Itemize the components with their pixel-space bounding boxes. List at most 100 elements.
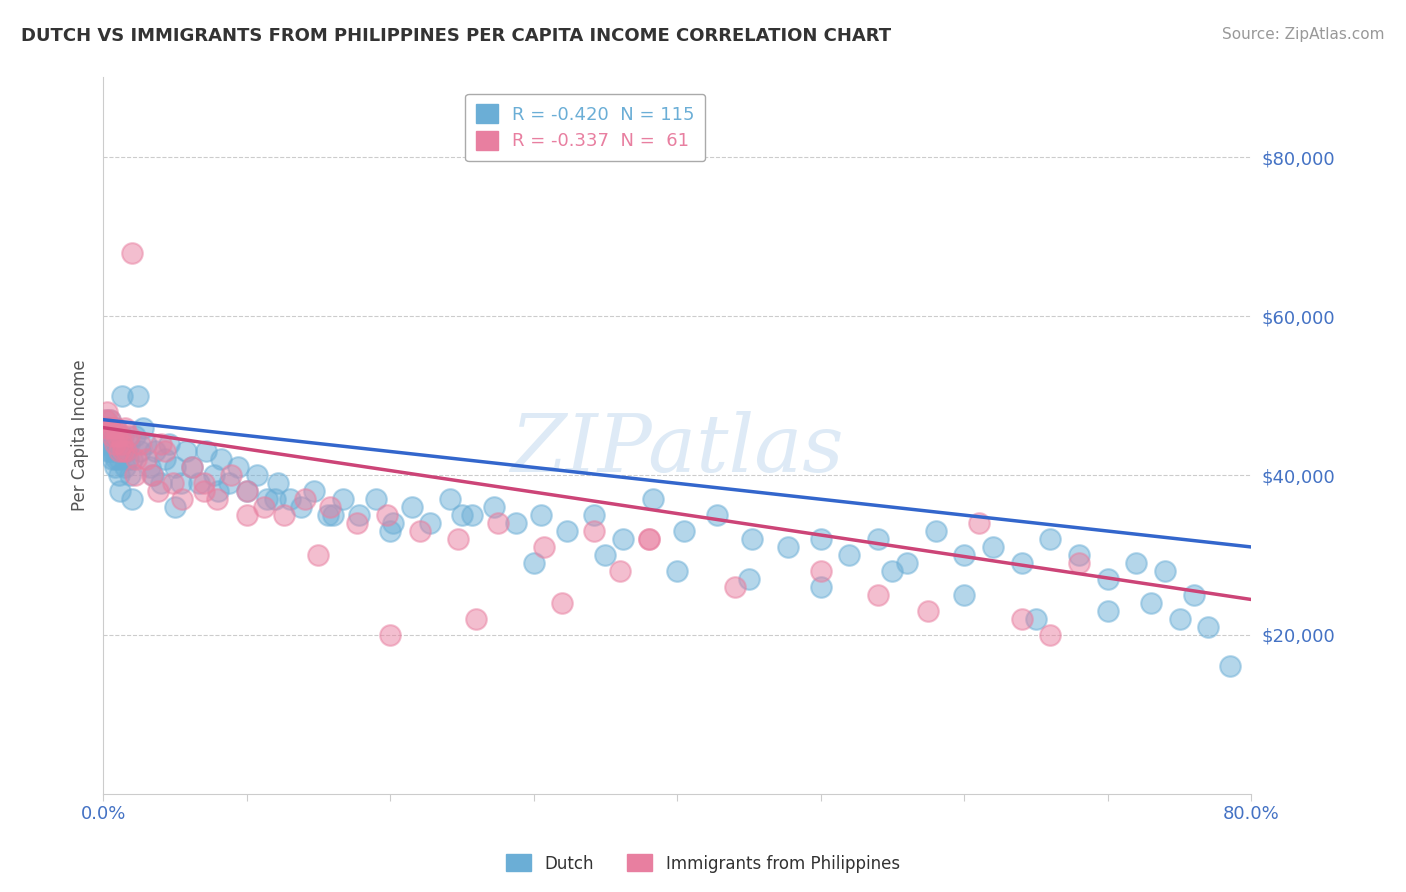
Point <box>146 484 169 499</box>
Point <box>235 508 257 523</box>
Point <box>294 492 316 507</box>
Point <box>149 476 172 491</box>
Point <box>290 500 312 515</box>
Point <box>612 532 634 546</box>
Point <box>108 444 131 458</box>
Point <box>169 476 191 491</box>
Point <box>115 444 138 458</box>
Text: ZIPatlas: ZIPatlas <box>510 411 844 489</box>
Point <box>278 492 301 507</box>
Point <box>1067 556 1090 570</box>
Point <box>114 460 136 475</box>
Point <box>110 428 132 442</box>
Point <box>218 476 240 491</box>
Point <box>153 452 176 467</box>
Point <box>111 389 134 403</box>
Point <box>332 492 354 507</box>
Point <box>868 588 890 602</box>
Point <box>375 508 398 523</box>
Point <box>741 532 763 546</box>
Point <box>108 452 131 467</box>
Point <box>706 508 728 523</box>
Point <box>1097 572 1119 586</box>
Point <box>1011 611 1033 625</box>
Point <box>193 476 215 491</box>
Point <box>637 532 659 546</box>
Point <box>118 428 141 442</box>
Point <box>401 500 423 515</box>
Point <box>207 484 229 499</box>
Point <box>235 484 257 499</box>
Point <box>98 444 121 458</box>
Point <box>967 516 990 530</box>
Point <box>1168 611 1191 625</box>
Point <box>153 444 176 458</box>
Point <box>1067 548 1090 562</box>
Point <box>94 420 117 434</box>
Point <box>110 484 132 499</box>
Point <box>451 508 474 523</box>
Point <box>673 524 696 538</box>
Point <box>810 564 832 578</box>
Point <box>121 452 143 467</box>
Point <box>505 516 527 530</box>
Point <box>482 500 505 515</box>
Point <box>124 428 146 442</box>
Point <box>555 524 578 538</box>
Point <box>446 532 468 546</box>
Point <box>267 476 290 491</box>
Point <box>176 444 198 458</box>
Point <box>439 492 461 507</box>
Point <box>163 460 186 475</box>
Point <box>163 500 186 515</box>
Point <box>112 444 135 458</box>
Point <box>97 420 120 434</box>
Legend: R = -0.420  N = 115, R = -0.337  N =  61: R = -0.420 N = 115, R = -0.337 N = 61 <box>465 94 706 161</box>
Point <box>195 444 218 458</box>
Point <box>322 508 344 523</box>
Point <box>810 532 832 546</box>
Point <box>530 508 553 523</box>
Point <box>319 500 342 515</box>
Point <box>101 444 124 458</box>
Point <box>104 436 127 450</box>
Point <box>107 444 129 458</box>
Point <box>810 580 832 594</box>
Point <box>104 460 127 475</box>
Point <box>125 452 148 467</box>
Point <box>582 508 605 523</box>
Point <box>100 428 122 442</box>
Point <box>461 508 484 523</box>
Point <box>235 484 257 499</box>
Point <box>1197 619 1219 633</box>
Point <box>98 412 121 426</box>
Point <box>112 428 135 442</box>
Point <box>100 452 122 467</box>
Point <box>347 508 370 523</box>
Point <box>666 564 689 578</box>
Point <box>105 452 128 467</box>
Point <box>723 580 745 594</box>
Point <box>170 492 193 507</box>
Point <box>419 516 441 530</box>
Y-axis label: Per Capita Income: Per Capita Income <box>72 359 89 511</box>
Point <box>318 508 340 523</box>
Point <box>486 516 509 530</box>
Point <box>132 420 155 434</box>
Point <box>209 452 232 467</box>
Point <box>582 524 605 538</box>
Point <box>924 524 946 538</box>
Point <box>953 548 976 562</box>
Point <box>1154 564 1177 578</box>
Point <box>96 428 118 442</box>
Point <box>253 500 276 515</box>
Point <box>104 420 127 434</box>
Point <box>142 468 165 483</box>
Point <box>595 548 617 562</box>
Point <box>162 476 184 491</box>
Point <box>120 468 142 483</box>
Point <box>97 436 120 450</box>
Point <box>1182 588 1205 602</box>
Point <box>307 548 329 562</box>
Point <box>868 532 890 546</box>
